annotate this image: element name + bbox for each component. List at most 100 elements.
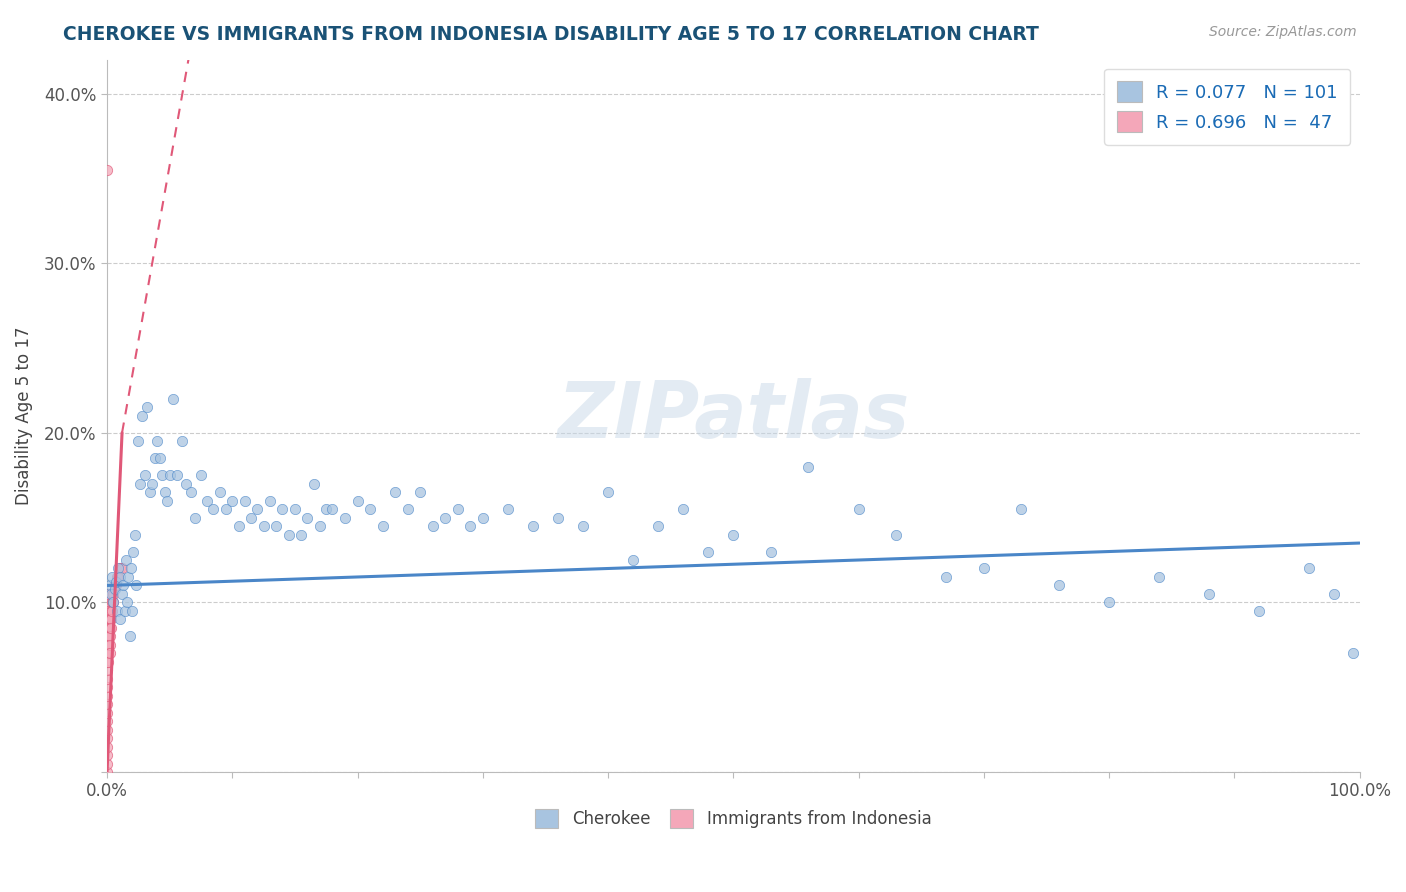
Point	[103, 595, 125, 609]
Point	[162, 392, 184, 406]
Point	[111, 587, 134, 601]
Point	[122, 544, 145, 558]
Point	[271, 502, 294, 516]
Point	[97, 604, 120, 618]
Point	[215, 502, 238, 516]
Point	[146, 434, 169, 449]
Point	[621, 553, 644, 567]
Point	[121, 604, 143, 618]
Point	[103, 582, 125, 596]
Point	[277, 527, 299, 541]
Point	[1298, 561, 1320, 575]
Point	[96, 655, 118, 669]
Point	[138, 485, 160, 500]
Point	[100, 604, 122, 618]
Point	[973, 561, 995, 575]
Point	[128, 476, 150, 491]
Point	[396, 502, 419, 516]
Point	[384, 485, 406, 500]
Point	[101, 604, 124, 618]
Point	[264, 519, 287, 533]
Point	[156, 493, 179, 508]
Point	[100, 621, 122, 635]
Point	[98, 629, 121, 643]
Point	[131, 409, 153, 423]
Point	[96, 723, 118, 737]
Point	[647, 519, 669, 533]
Point	[797, 459, 820, 474]
Point	[112, 578, 135, 592]
Point	[96, 765, 118, 780]
Point	[103, 578, 125, 592]
Point	[174, 476, 197, 491]
Point	[136, 401, 159, 415]
Point	[159, 468, 181, 483]
Point	[98, 638, 121, 652]
Point	[104, 578, 127, 592]
Text: Source: ZipAtlas.com: Source: ZipAtlas.com	[1209, 25, 1357, 39]
Point	[101, 570, 124, 584]
Point	[471, 510, 494, 524]
Point	[134, 468, 156, 483]
Point	[1047, 578, 1070, 592]
Legend: Cherokee, Immigrants from Indonesia: Cherokee, Immigrants from Indonesia	[529, 803, 938, 835]
Point	[124, 527, 146, 541]
Point	[259, 493, 281, 508]
Text: ZIPatlas: ZIPatlas	[557, 378, 910, 454]
Point	[221, 493, 243, 508]
Point	[98, 612, 121, 626]
Point	[104, 575, 127, 590]
Point	[1147, 570, 1170, 584]
Point	[107, 570, 129, 584]
Text: CHEROKEE VS IMMIGRANTS FROM INDONESIA DISABILITY AGE 5 TO 17 CORRELATION CHART: CHEROKEE VS IMMIGRANTS FROM INDONESIA DI…	[63, 25, 1039, 44]
Point	[114, 553, 136, 567]
Point	[315, 502, 337, 516]
Point	[458, 519, 481, 533]
Point	[409, 485, 432, 500]
Point	[252, 519, 274, 533]
Point	[1323, 587, 1346, 601]
Point	[125, 578, 148, 592]
Point	[240, 510, 263, 524]
Point	[1198, 587, 1220, 601]
Point	[496, 502, 519, 516]
Point	[97, 604, 120, 618]
Point	[1010, 502, 1032, 516]
Point	[547, 510, 569, 524]
Point	[96, 612, 118, 626]
Point	[100, 612, 122, 626]
Point	[422, 519, 444, 533]
Point	[1249, 604, 1271, 618]
Point	[105, 570, 128, 584]
Point	[117, 570, 139, 584]
Point	[723, 527, 745, 541]
Point	[97, 646, 120, 660]
Point	[108, 561, 131, 575]
Point	[297, 510, 319, 524]
Point	[141, 476, 163, 491]
Point	[246, 502, 269, 516]
Point	[101, 595, 124, 609]
Point	[1341, 646, 1364, 660]
Point	[97, 595, 120, 609]
Y-axis label: Disability Age 5 to 17: Disability Age 5 to 17	[15, 326, 32, 505]
Point	[120, 561, 142, 575]
Point	[97, 638, 120, 652]
Point	[114, 604, 136, 618]
Point	[202, 502, 225, 516]
Point	[96, 756, 118, 771]
Point	[96, 697, 118, 711]
Point	[284, 502, 307, 516]
Point	[935, 570, 957, 584]
Point	[103, 587, 125, 601]
Point	[103, 595, 125, 609]
Point	[111, 561, 134, 575]
Point	[118, 629, 141, 643]
Point	[183, 510, 205, 524]
Point	[333, 510, 356, 524]
Point	[108, 570, 131, 584]
Point	[105, 604, 128, 618]
Point	[884, 527, 907, 541]
Point	[596, 485, 619, 500]
Point	[150, 468, 173, 483]
